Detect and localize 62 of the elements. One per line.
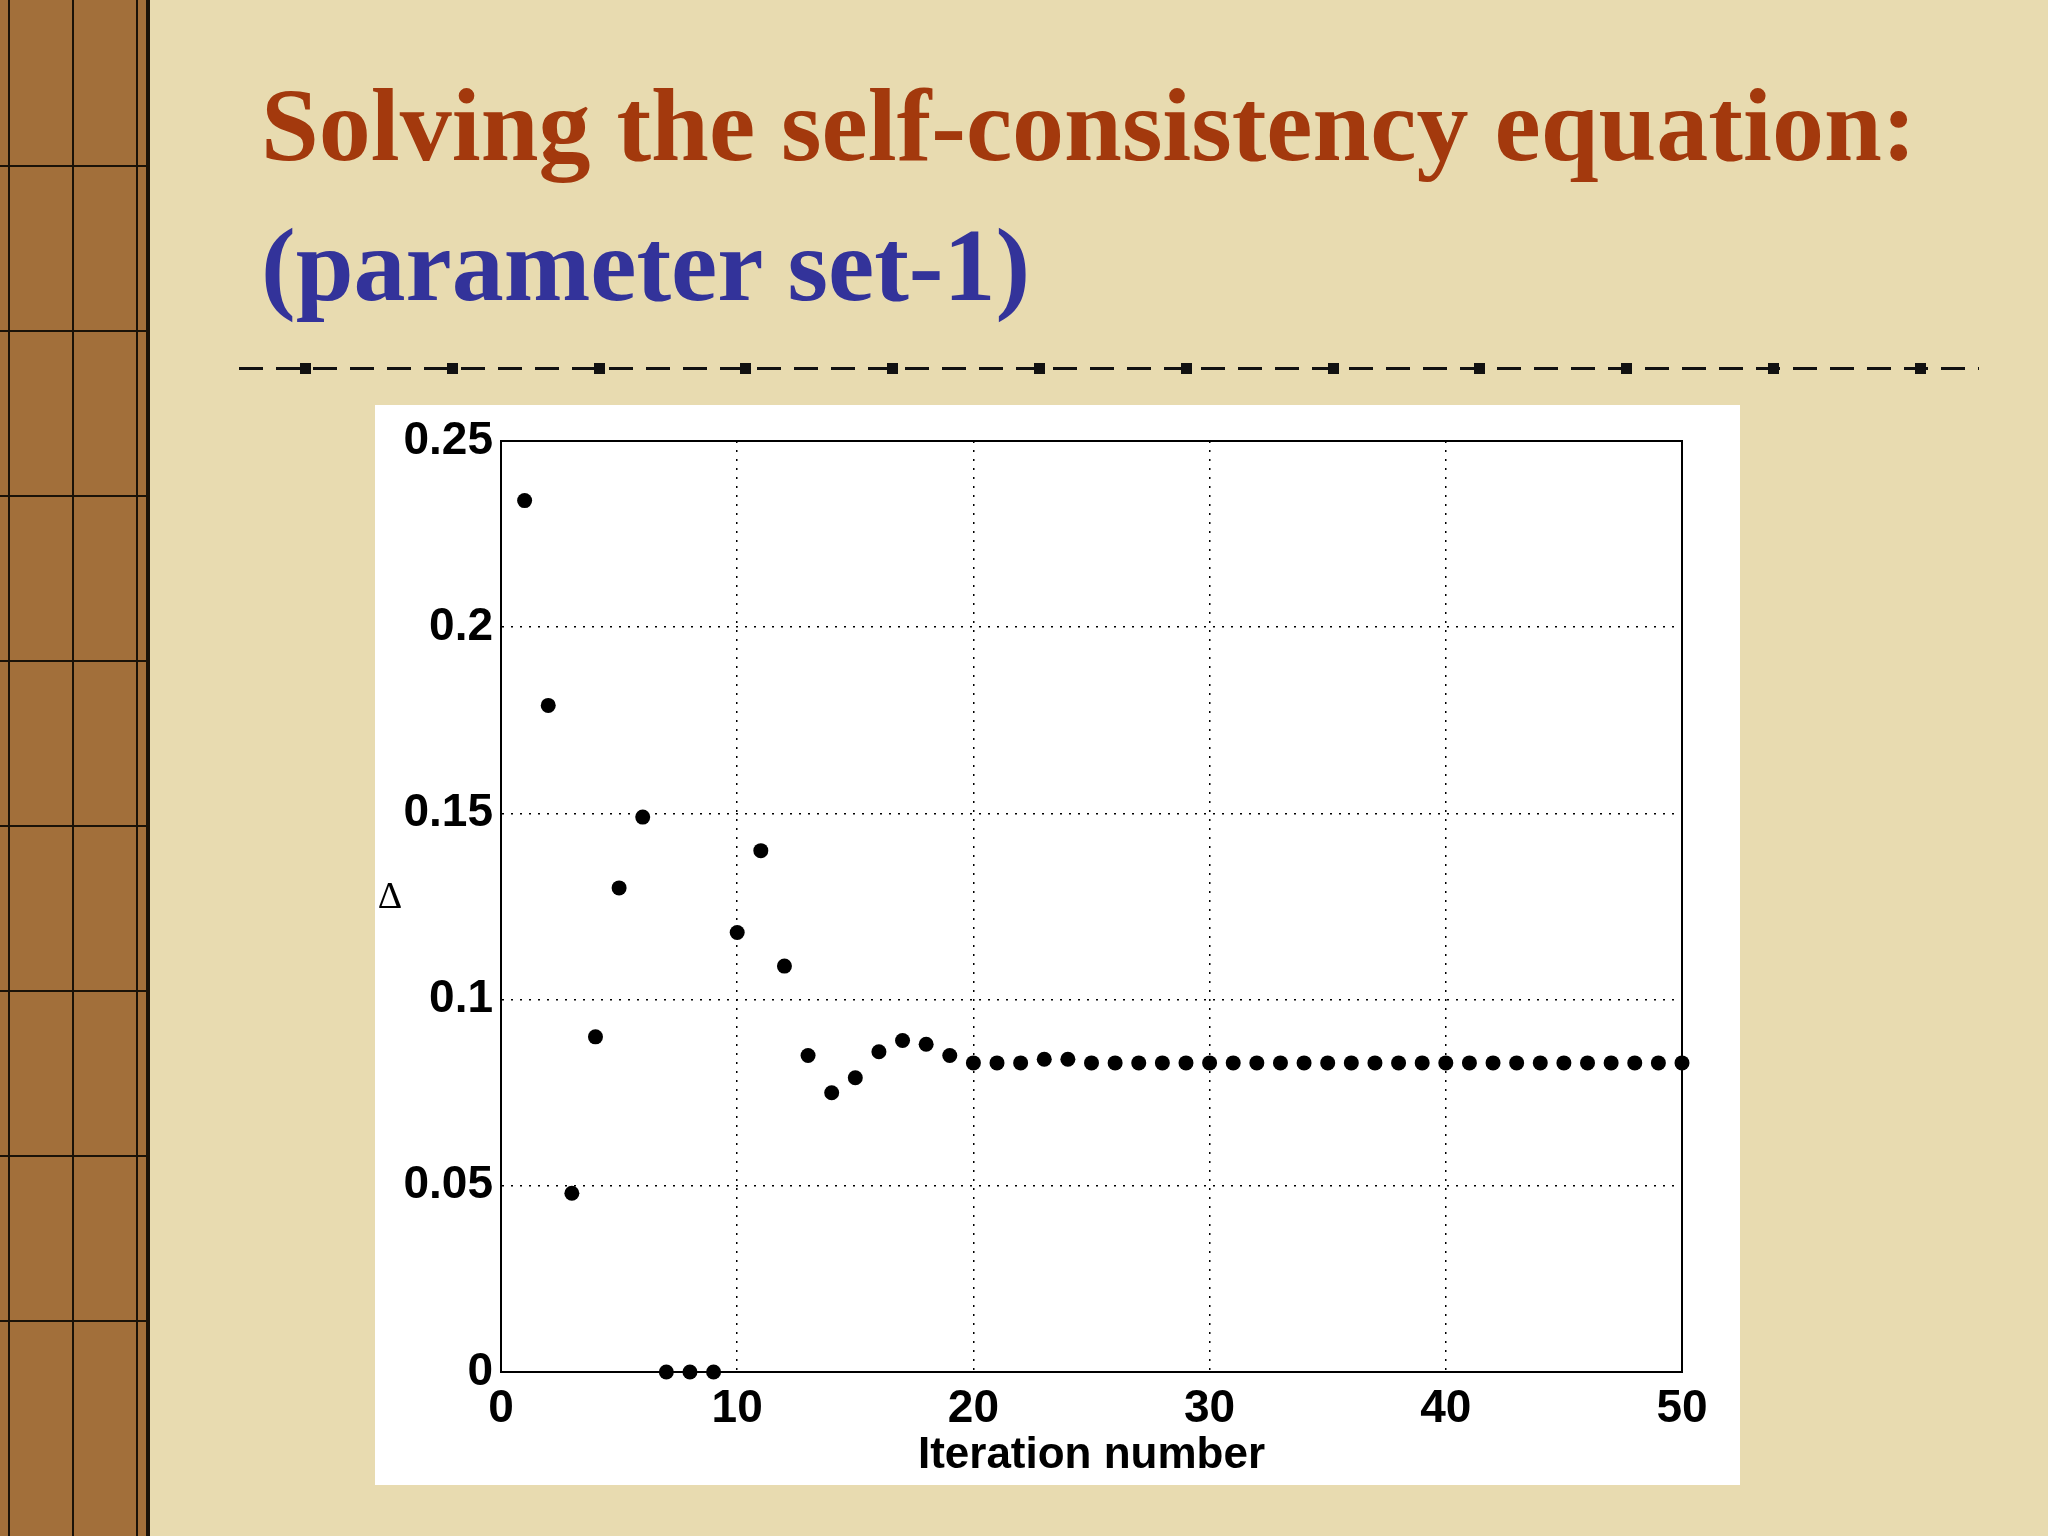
point	[1320, 1055, 1336, 1071]
point	[1532, 1055, 1548, 1071]
x-tick-label: 50	[1656, 1380, 1708, 1433]
point	[1225, 1055, 1241, 1071]
point	[1131, 1055, 1147, 1071]
point	[1509, 1055, 1525, 1071]
point	[564, 1185, 580, 1201]
point	[1414, 1055, 1430, 1071]
y-axis-title: Δ	[376, 873, 404, 918]
point	[1461, 1055, 1477, 1071]
point	[1013, 1055, 1029, 1071]
point	[847, 1070, 863, 1086]
point	[1178, 1055, 1194, 1071]
y-tick-label: 0.1	[429, 970, 493, 1023]
point	[1674, 1055, 1690, 1071]
y-tick-label: 0	[467, 1342, 493, 1395]
point	[658, 1364, 674, 1380]
y-tick-label: 0.15	[403, 784, 493, 837]
point	[800, 1047, 816, 1063]
point	[1627, 1055, 1643, 1071]
point	[1556, 1055, 1572, 1071]
point	[729, 925, 745, 941]
point	[1107, 1055, 1123, 1071]
x-tick-label: 10	[711, 1380, 763, 1433]
x-tick-label: 40	[1420, 1380, 1472, 1433]
point	[706, 1364, 722, 1380]
point	[611, 880, 627, 896]
point	[1343, 1055, 1359, 1071]
chart-subtitle: (parameter set-1)	[261, 207, 1031, 322]
point	[1154, 1055, 1170, 1071]
point	[587, 1029, 603, 1045]
point	[918, 1036, 934, 1052]
chart-title: Solving the self-consistency equation:	[261, 67, 1917, 182]
y-tick-label: 0.05	[403, 1156, 493, 1209]
point	[942, 1047, 958, 1063]
point	[824, 1085, 840, 1101]
point	[1485, 1055, 1501, 1071]
point	[1391, 1055, 1407, 1071]
point	[1084, 1055, 1099, 1071]
point	[753, 843, 769, 859]
point	[989, 1055, 1005, 1071]
point	[895, 1033, 911, 1049]
point	[1249, 1055, 1265, 1071]
point	[1650, 1055, 1666, 1071]
point	[635, 809, 651, 825]
y-tick-label: 0.2	[429, 597, 493, 650]
point	[1367, 1055, 1383, 1071]
point	[1272, 1055, 1288, 1071]
point	[540, 697, 556, 713]
point	[1296, 1055, 1312, 1071]
point	[1603, 1055, 1619, 1071]
point	[776, 958, 792, 974]
point	[1036, 1051, 1052, 1067]
point	[1580, 1055, 1596, 1071]
point	[1060, 1051, 1076, 1067]
point	[871, 1044, 887, 1060]
point	[1202, 1055, 1218, 1071]
point	[682, 1364, 698, 1380]
point	[965, 1055, 981, 1071]
y-tick-label: 0.25	[403, 411, 493, 464]
point	[517, 493, 533, 509]
point	[1438, 1055, 1454, 1071]
